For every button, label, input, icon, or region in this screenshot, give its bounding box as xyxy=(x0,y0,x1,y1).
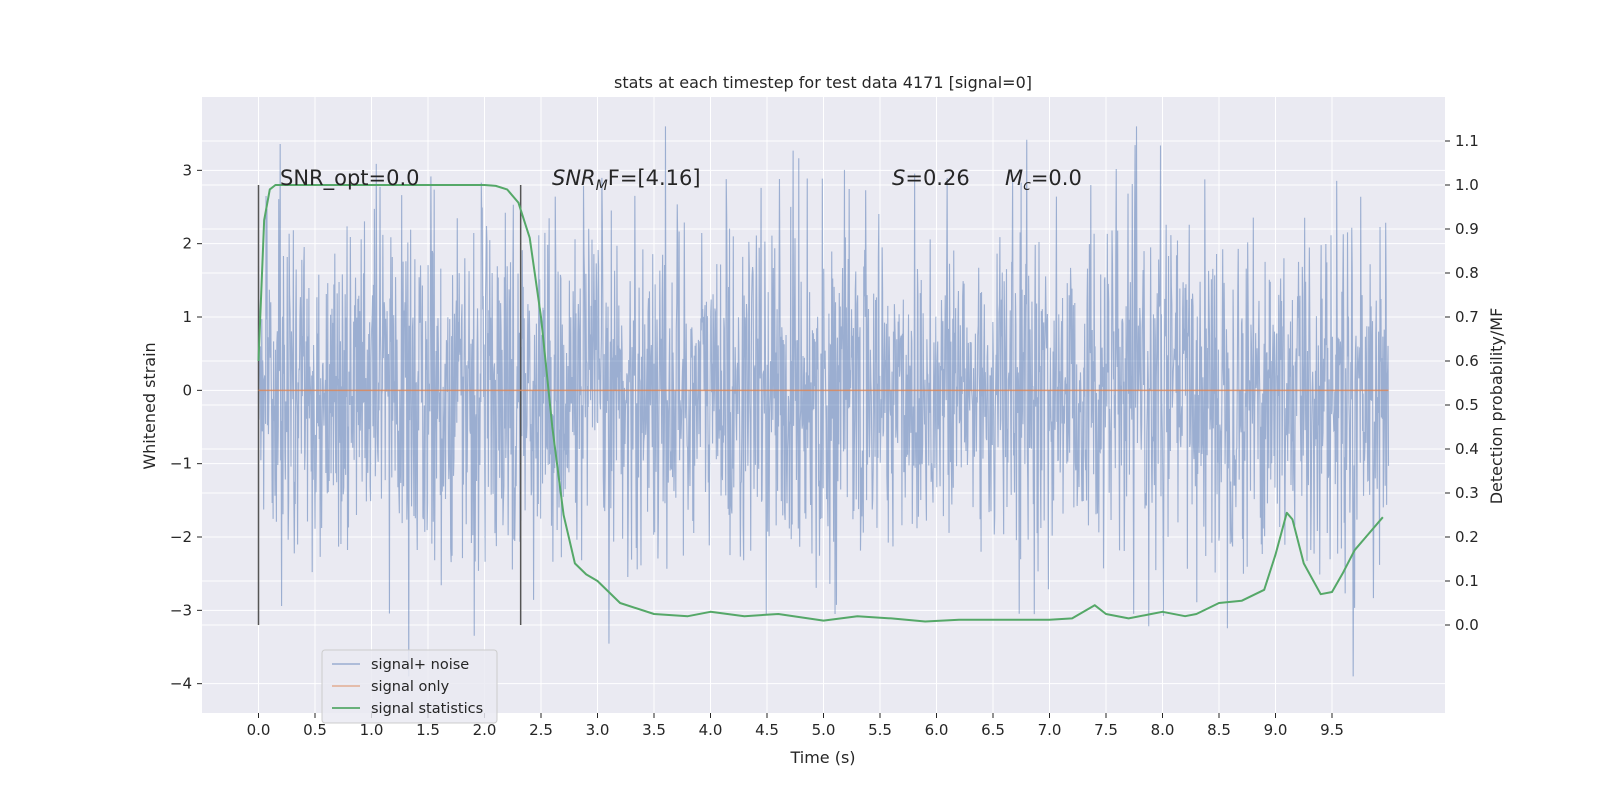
x-tick-label-12: 6.0 xyxy=(925,721,949,739)
x-tick-label-15: 7.5 xyxy=(1094,721,1118,739)
signal-noise-line xyxy=(257,126,1390,677)
y-right-tick-label-5: 0.6 xyxy=(1455,352,1479,370)
x-tick-label-19: 9.5 xyxy=(1320,721,1344,739)
chart-title: stats at each timestep for test data 417… xyxy=(614,73,1032,92)
x-axis-label: Time (s) xyxy=(789,748,855,767)
y-right-tick-label-2: 0.9 xyxy=(1455,220,1479,238)
legend: signal+ noise signal only signal statist… xyxy=(321,649,498,724)
annotation-s-rest: =0.26 xyxy=(905,166,969,190)
y-right-tick-label-6: 0.5 xyxy=(1455,396,1479,414)
y-right-tick-label-10: 0.1 xyxy=(1455,572,1479,590)
y-right-tick-label-4: 0.7 xyxy=(1455,308,1479,326)
x-tick-label-11: 5.5 xyxy=(868,721,892,739)
x-tick-label-10: 5.0 xyxy=(812,721,836,739)
x-tick-label-5: 2.5 xyxy=(529,721,553,739)
signal-statistics-line xyxy=(257,184,1384,623)
y-right-tick-label-7: 0.4 xyxy=(1455,440,1479,458)
legend-label-signal-only: signal only xyxy=(371,679,450,695)
x-tick-label-1: 0.5 xyxy=(303,721,327,739)
x-tick-label-0: 0.0 xyxy=(247,721,271,739)
series-signal-noise xyxy=(257,126,1390,677)
annotation-mc-sub: c xyxy=(1023,178,1031,194)
y-tick-label-3: 0 xyxy=(182,381,192,399)
y-axis-label: Whitened strain xyxy=(140,342,159,469)
y-tick-label-1: 2 xyxy=(182,235,192,253)
y-tick-label-5: −2 xyxy=(170,528,192,546)
x-tick-label-7: 3.5 xyxy=(642,721,666,739)
y-tick-label-4: −1 xyxy=(170,455,192,473)
annotation-mc-var: M xyxy=(1005,166,1023,190)
annotation-mc: Mc=0.0 xyxy=(1005,166,1082,194)
y-right-tick-label-9: 0.2 xyxy=(1455,528,1479,546)
annotation-snr-mf-main: SNR xyxy=(552,166,596,190)
y-axis-right-label: Detection probability/MF xyxy=(1487,308,1506,505)
y-tick-label-0: 3 xyxy=(182,161,192,179)
x-tick-label-2: 1.0 xyxy=(360,721,384,739)
annotation-s: S=0.26 xyxy=(892,166,970,190)
y-right-tick-label-11: 0.0 xyxy=(1455,616,1479,634)
y-right-tick-label-1: 1.0 xyxy=(1455,176,1479,194)
annotation-snr-opt: SNR_opt=0.0 xyxy=(280,166,420,191)
legend-label-signal-noise: signal+ noise xyxy=(371,657,469,673)
x-tick-label-17: 8.5 xyxy=(1207,721,1231,739)
annotation-s-var: S xyxy=(892,166,905,190)
y-right-tick-label-8: 0.3 xyxy=(1455,484,1479,502)
annotation-snr-mf-rest: F=[4.16] xyxy=(608,166,701,190)
y-right-tick-label-0: 1.1 xyxy=(1455,132,1479,150)
annotation-mc-rest: =0.0 xyxy=(1031,166,1082,190)
y-right-tick-label-3: 0.8 xyxy=(1455,264,1479,282)
x-tick-label-16: 8.0 xyxy=(1151,721,1175,739)
y-tick-label-7: −4 xyxy=(170,675,192,693)
annotation-snr-mf: SNRMF=[4.16] xyxy=(552,166,701,194)
y-tick-label-6: −3 xyxy=(170,601,192,619)
x-tick-label-13: 6.5 xyxy=(981,721,1005,739)
y-tick-label-2: 1 xyxy=(182,308,192,326)
x-tick-label-18: 9.0 xyxy=(1264,721,1288,739)
legend-box xyxy=(321,649,498,724)
x-tick-label-3: 1.5 xyxy=(416,721,440,739)
x-tick-label-6: 3.0 xyxy=(586,721,610,739)
x-tick-label-14: 7.0 xyxy=(1038,721,1062,739)
annotation-snr-mf-sub: M xyxy=(596,178,608,194)
x-tick-label-4: 2.0 xyxy=(473,721,497,739)
vertical-markers xyxy=(257,185,522,625)
legend-label-signal-statistics: signal statistics xyxy=(371,701,483,717)
series-signal-statistics xyxy=(257,184,1384,623)
x-tick-label-8: 4.0 xyxy=(699,721,723,739)
tick-labels: 0.0 0.5 1.0 1.5 2.0 2.5 3.0 3.5 4.0 4.5 5.0 5.5 6.0 6… xyxy=(170,132,1479,739)
x-tick-label-9: 4.5 xyxy=(755,721,779,739)
